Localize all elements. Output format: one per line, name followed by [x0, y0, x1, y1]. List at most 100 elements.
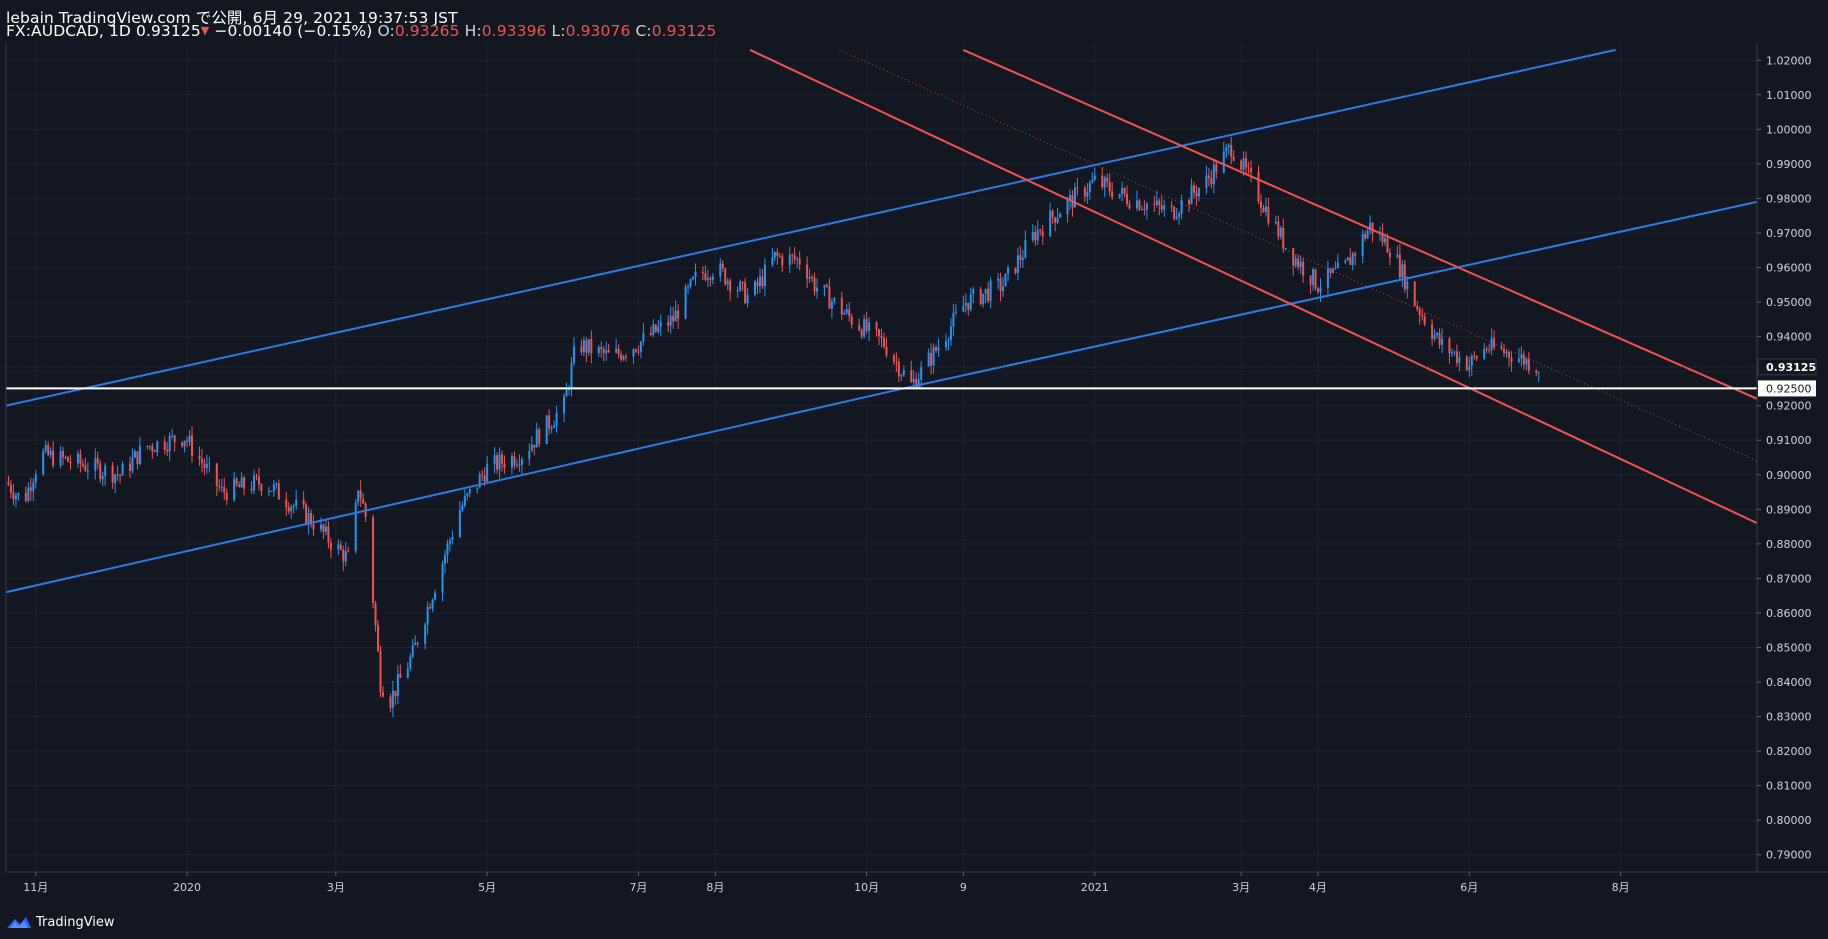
candle-body — [416, 642, 419, 645]
candle-body — [726, 280, 729, 285]
candle-body — [116, 474, 119, 476]
candle-body — [729, 280, 732, 292]
candle-body — [687, 286, 690, 288]
candle-body — [461, 505, 464, 511]
symbol-interval[interactable]: FX:AUDCAD, 1D — [6, 22, 131, 40]
candle-body — [131, 457, 134, 471]
candle-body — [763, 264, 766, 287]
candle-body — [324, 526, 327, 532]
candle-body — [711, 276, 714, 280]
candle-body — [1455, 351, 1458, 363]
candle-body — [1036, 229, 1039, 241]
candle-body — [858, 324, 861, 330]
candle-body — [813, 277, 816, 292]
candle-body — [1215, 164, 1218, 173]
candle-body — [825, 285, 828, 287]
candle-body — [1403, 264, 1406, 290]
time-tick-label: 11月 — [23, 881, 48, 894]
candle-body — [875, 322, 878, 330]
candle-body — [478, 474, 481, 488]
candle-body — [1406, 281, 1409, 290]
candle-body — [446, 543, 449, 556]
candle-body — [1522, 354, 1525, 365]
drawings[interactable] — [6, 48, 1757, 594]
grid — [6, 43, 1757, 872]
price-tick-label: 0.95000 — [1766, 296, 1812, 309]
candle-body — [811, 277, 814, 279]
candle-body — [672, 315, 675, 322]
candle-body — [719, 263, 722, 277]
price-change: −0.00140 (−0.15%) — [214, 22, 373, 40]
ohlc-legend[interactable]: FX:AUDCAD, 1D 0.93125▼ −0.00140 (−0.15%)… — [6, 22, 716, 40]
candle-body — [1364, 234, 1367, 239]
candle-body — [721, 263, 724, 269]
candle-body — [1537, 372, 1540, 374]
candle-body — [1021, 257, 1024, 261]
candle-body — [1490, 338, 1493, 350]
candle-body — [1423, 316, 1426, 325]
candle-body — [1535, 370, 1538, 373]
candle-body — [292, 505, 295, 507]
candle-body — [203, 463, 206, 468]
candle-body — [937, 347, 940, 351]
candle-body — [327, 526, 330, 543]
lower-blue-channel-line — [6, 385, 912, 594]
candle-body — [912, 378, 915, 382]
candle-body — [518, 464, 521, 466]
candle-body — [565, 389, 568, 397]
candle-body — [319, 524, 322, 530]
candle-body — [570, 363, 573, 389]
candle-body — [347, 551, 350, 553]
time-tick-label: 8月 — [1612, 881, 1630, 894]
candle-body — [7, 481, 10, 485]
candle-body — [828, 286, 831, 309]
candle-body — [515, 464, 518, 466]
candle-body — [32, 482, 35, 492]
candle-body — [374, 603, 377, 626]
candle-body — [1002, 286, 1005, 292]
plot-area[interactable] — [6, 43, 1757, 872]
last-price-badge — [1757, 358, 1817, 376]
price-tick-label: 0.81000 — [1766, 780, 1812, 793]
candle-body — [952, 312, 955, 327]
candle-body — [1135, 200, 1138, 209]
candle-body — [709, 278, 712, 280]
candle-body — [391, 690, 394, 708]
time-axis[interactable]: 11月 2020 3月 5月 7月 8月 10月 9 2021 3月 4月 6月 8月 — [23, 872, 1630, 894]
candle-body — [535, 429, 538, 448]
candle-body — [1126, 194, 1129, 204]
candle-body — [1004, 273, 1007, 287]
candle-body — [49, 450, 52, 455]
candle-body — [372, 516, 375, 604]
candle-body — [1284, 247, 1287, 249]
low-label: L: — [551, 22, 566, 40]
candle-body — [235, 478, 238, 485]
candle-body — [86, 470, 89, 472]
candle-body — [865, 319, 868, 331]
price-tick-label: 0.98000 — [1766, 192, 1812, 205]
candle-body — [1123, 187, 1126, 195]
candle-body — [1436, 333, 1439, 336]
candle-body — [1076, 187, 1079, 189]
price-axis[interactable]: 1.02000 1.01000 1.00000 0.99000 0.98000 0.970… — [1757, 54, 1812, 862]
close-label: C: — [635, 22, 652, 40]
candle-body — [900, 375, 903, 377]
candle-body — [530, 444, 533, 451]
candle-body — [706, 278, 709, 280]
open-value: 0.93265 — [394, 22, 460, 40]
candle-body — [649, 333, 652, 335]
candle-body — [357, 490, 360, 503]
candle-body — [188, 435, 191, 442]
tradingview-brand[interactable]: TradingView — [6, 912, 115, 932]
price-tick-label: 0.86000 — [1766, 607, 1812, 620]
candle-body — [897, 362, 900, 377]
candle-body — [1259, 201, 1262, 208]
time-tick-label: 4月 — [1309, 881, 1327, 894]
candle-body — [496, 455, 499, 470]
candle-body — [238, 484, 241, 488]
candle-body — [44, 445, 47, 452]
candle-body — [823, 285, 826, 288]
candle-body — [163, 441, 166, 451]
candle-body — [788, 254, 791, 266]
